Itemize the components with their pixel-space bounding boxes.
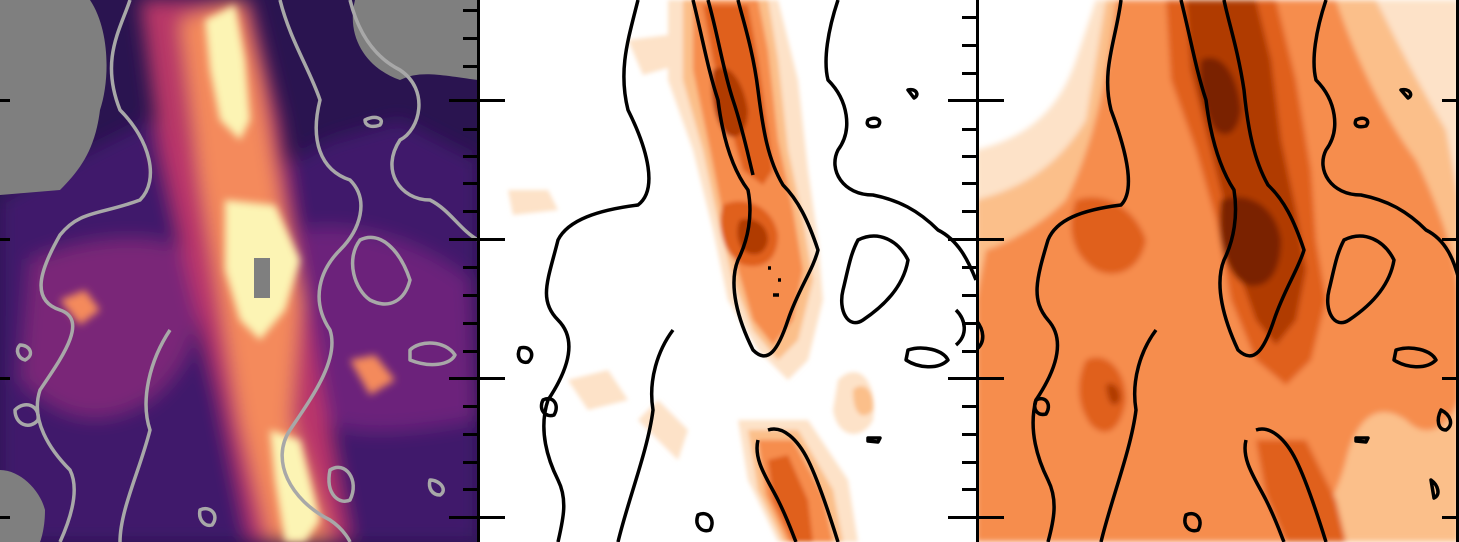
filled-contour-panel-broad <box>976 0 1459 542</box>
black-contours <box>516 0 976 542</box>
filled-contour-image-narrow <box>478 0 976 542</box>
filled-contour-panel-narrow <box>478 0 976 542</box>
emission-map-panel <box>0 0 478 542</box>
masked-region <box>0 470 45 542</box>
black-contours-broad <box>976 0 1459 542</box>
grey-contours <box>13 0 478 542</box>
masked-region <box>254 258 270 298</box>
masked-region <box>0 0 107 195</box>
emission-map-image <box>0 0 478 542</box>
filled-contour-image-broad <box>976 0 1459 542</box>
